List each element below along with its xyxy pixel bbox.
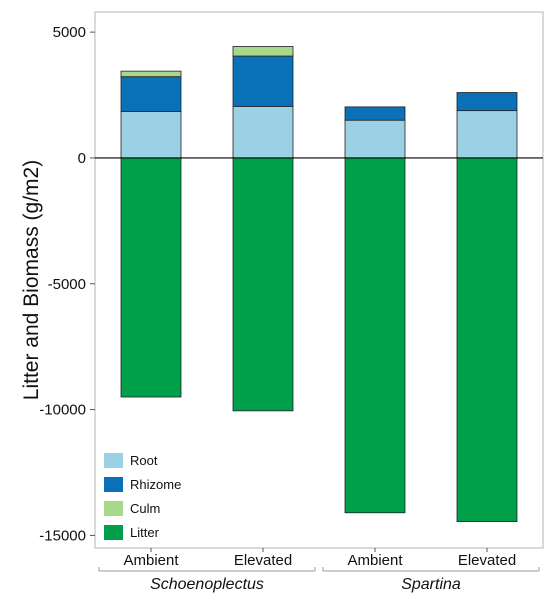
bar-segment-root bbox=[344, 119, 406, 159]
legend: Root Rhizome Culm Litter bbox=[104, 453, 181, 540]
bar-segment-culm bbox=[232, 46, 294, 57]
legend-label-rhizome: Rhizome bbox=[130, 477, 181, 492]
legend-swatch-root bbox=[104, 453, 123, 468]
group-label: Schoenoplectus bbox=[150, 576, 264, 593]
bar-segment-rhizome bbox=[456, 92, 518, 112]
plot-area bbox=[94, 11, 544, 549]
bar-segment-litter bbox=[120, 157, 182, 398]
group-label: Spartina bbox=[401, 576, 461, 593]
bar-segment-litter bbox=[232, 157, 294, 412]
y-tick-label: -10000 bbox=[39, 402, 86, 419]
bar-segment-root bbox=[120, 110, 182, 159]
y-tick-label: 0 bbox=[78, 150, 86, 167]
legend-swatch-culm bbox=[104, 501, 123, 516]
legend-label-culm: Culm bbox=[130, 501, 160, 516]
plot-frame bbox=[94, 11, 544, 549]
bar-segment-culm bbox=[120, 70, 182, 78]
legend-label-root: Root bbox=[130, 453, 158, 468]
x-tick-label: Elevated bbox=[234, 552, 292, 569]
y-tick-label: -15000 bbox=[39, 527, 86, 544]
y-tick-label: -5000 bbox=[48, 276, 86, 293]
y-axis: 5000 0 -5000 -10000 -15000 bbox=[39, 24, 95, 544]
legend-swatch-litter bbox=[104, 525, 123, 540]
legend-swatch-rhizome bbox=[104, 477, 123, 492]
bar-segment-root bbox=[232, 105, 294, 159]
y-axis-title: Litter and Biomass (g/m2) bbox=[20, 160, 43, 400]
x-tick-label: Elevated bbox=[458, 552, 516, 569]
x-axis: Ambient Elevated Ambient Elevated Schoenople… bbox=[98, 548, 540, 593]
bar-segment-litter bbox=[344, 157, 406, 514]
bar-segment-root bbox=[456, 110, 518, 159]
x-tick-label: Ambient bbox=[123, 552, 179, 569]
bar-segment-rhizome bbox=[120, 76, 182, 112]
bar-segment-rhizome bbox=[232, 55, 294, 107]
bar-segment-litter bbox=[456, 157, 518, 522]
y-tick-label: 5000 bbox=[53, 24, 86, 41]
legend-label-litter: Litter bbox=[130, 525, 160, 540]
bars-layer bbox=[120, 46, 518, 522]
bar-segment-rhizome bbox=[344, 106, 406, 121]
x-tick-label: Ambient bbox=[347, 552, 403, 569]
